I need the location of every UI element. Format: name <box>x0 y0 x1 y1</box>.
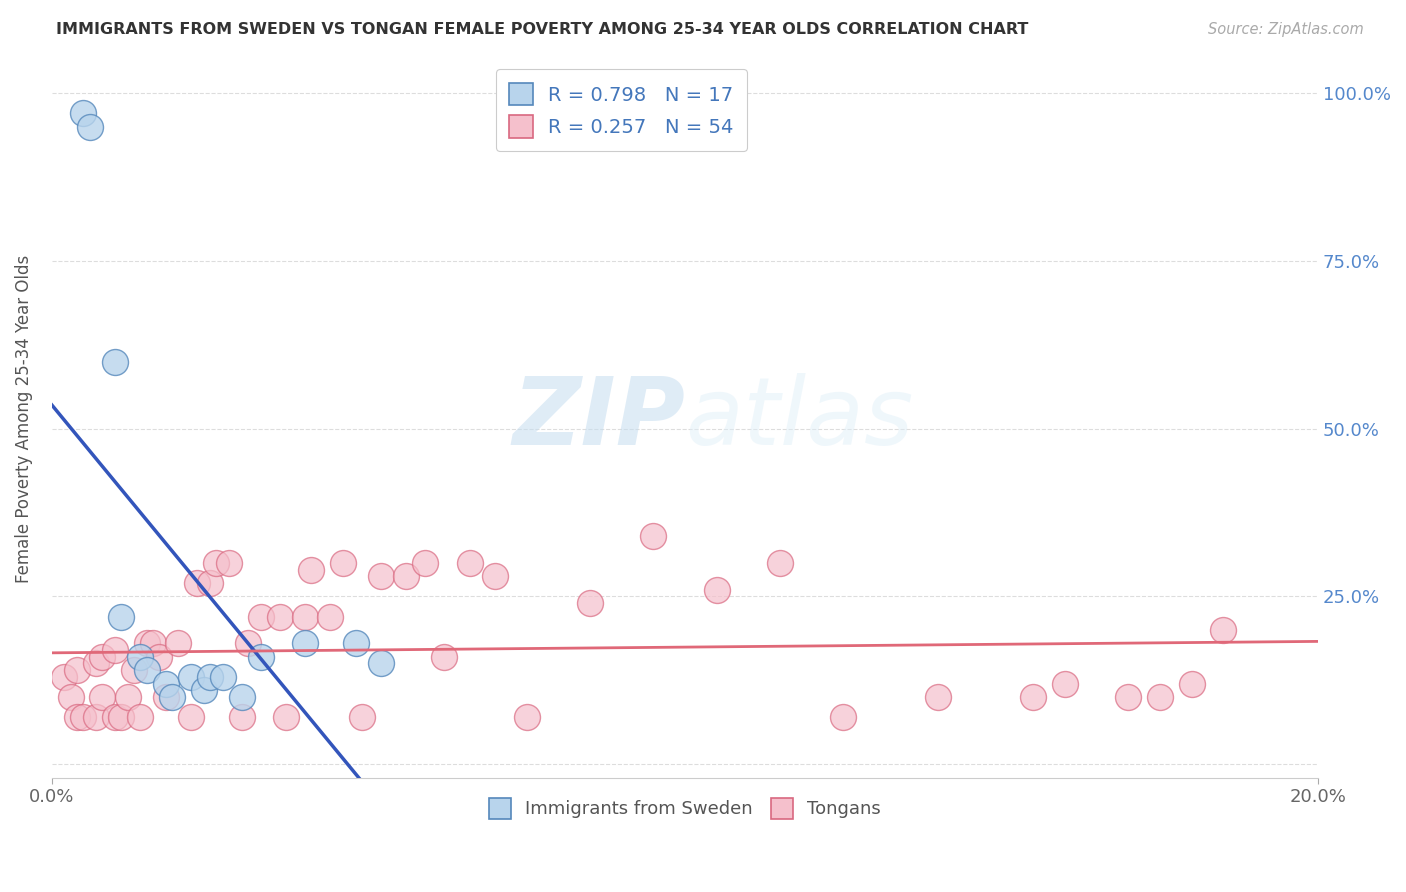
Point <box>231 710 253 724</box>
Point <box>484 569 506 583</box>
Point <box>53 670 76 684</box>
Point <box>249 649 271 664</box>
Point <box>370 657 392 671</box>
Point <box>211 670 233 684</box>
Point <box>370 569 392 583</box>
Point <box>84 657 107 671</box>
Point <box>395 569 418 583</box>
Legend: Immigrants from Sweden, Tongans: Immigrants from Sweden, Tongans <box>482 790 889 826</box>
Point <box>294 636 316 650</box>
Point <box>59 690 82 704</box>
Point <box>198 670 221 684</box>
Point <box>110 710 132 724</box>
Point <box>769 556 792 570</box>
Text: atlas: atlas <box>685 373 912 464</box>
Point <box>198 576 221 591</box>
Point <box>129 649 152 664</box>
Point <box>84 710 107 724</box>
Point <box>249 609 271 624</box>
Point <box>1022 690 1045 704</box>
Point <box>117 690 139 704</box>
Point <box>269 609 291 624</box>
Point <box>91 690 114 704</box>
Point <box>927 690 949 704</box>
Point <box>1149 690 1171 704</box>
Point <box>299 563 322 577</box>
Point <box>142 636 165 650</box>
Text: IMMIGRANTS FROM SWEDEN VS TONGAN FEMALE POVERTY AMONG 25-34 YEAR OLDS CORRELATIO: IMMIGRANTS FROM SWEDEN VS TONGAN FEMALE … <box>56 22 1029 37</box>
Point <box>79 120 101 134</box>
Point <box>516 710 538 724</box>
Text: Source: ZipAtlas.com: Source: ZipAtlas.com <box>1208 22 1364 37</box>
Point <box>294 609 316 624</box>
Point <box>104 710 127 724</box>
Point <box>72 710 94 724</box>
Point <box>706 582 728 597</box>
Point <box>135 663 157 677</box>
Point <box>218 556 240 570</box>
Point <box>155 676 177 690</box>
Point <box>350 710 373 724</box>
Y-axis label: Female Poverty Among 25-34 Year Olds: Female Poverty Among 25-34 Year Olds <box>15 254 32 582</box>
Point <box>104 643 127 657</box>
Point <box>236 636 259 650</box>
Point <box>832 710 855 724</box>
Text: ZIP: ZIP <box>512 373 685 465</box>
Point <box>344 636 367 650</box>
Point <box>148 649 170 664</box>
Point <box>66 710 89 724</box>
Point <box>274 710 297 724</box>
Point <box>205 556 228 570</box>
Point <box>332 556 354 570</box>
Point <box>186 576 208 591</box>
Point <box>319 609 342 624</box>
Point <box>1053 676 1076 690</box>
Point <box>1116 690 1139 704</box>
Point <box>129 710 152 724</box>
Point <box>66 663 89 677</box>
Point <box>433 649 456 664</box>
Point <box>167 636 190 650</box>
Point <box>193 683 215 698</box>
Point <box>180 710 202 724</box>
Point <box>1180 676 1202 690</box>
Point <box>231 690 253 704</box>
Point <box>180 670 202 684</box>
Point <box>160 690 183 704</box>
Point <box>110 609 132 624</box>
Point <box>135 636 157 650</box>
Point <box>72 106 94 120</box>
Point <box>91 649 114 664</box>
Point <box>155 690 177 704</box>
Point <box>122 663 145 677</box>
Point <box>643 529 665 543</box>
Point <box>415 556 437 570</box>
Point <box>104 354 127 368</box>
Point <box>458 556 481 570</box>
Point <box>579 596 602 610</box>
Point <box>1212 623 1234 637</box>
